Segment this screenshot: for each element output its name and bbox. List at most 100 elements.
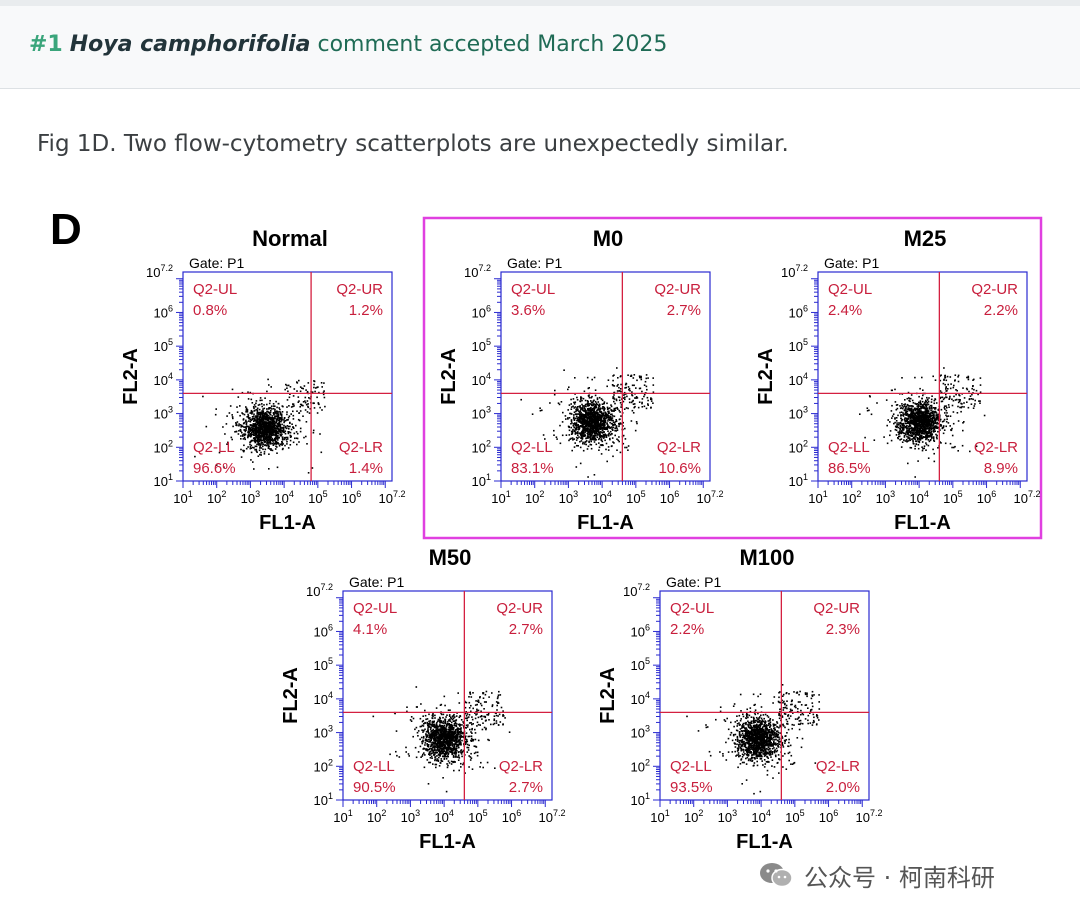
y-tick-label: 107.2 (146, 263, 173, 280)
comment-header: #1 Hoya camphorifolia comment accepted M… (0, 6, 1080, 89)
quadrant-value-lr: 10.6% (658, 460, 701, 477)
quadrant-name-ur: Q2-UR (654, 281, 701, 298)
y-axis-label: FL2-A (755, 348, 777, 405)
quadrant-name-lr: Q2-LR (339, 439, 383, 456)
watermark: 公众号 · 柯南科研 (758, 858, 995, 892)
quadrant-value-lr: 2.0% (826, 779, 860, 796)
highlight-box (422, 216, 1043, 540)
x-tick-label: 104 (751, 808, 770, 825)
y-tick-label: 107.2 (623, 582, 650, 599)
x-tick-label: 106 (342, 489, 361, 506)
quadrant-value-ur: 2.7% (667, 302, 701, 319)
y-tick-label: 107.2 (464, 263, 491, 280)
quadrant-value-ur: 2.7% (509, 621, 543, 638)
quadrant-name-ul: Q2-UL (353, 600, 397, 617)
x-tick-label: 101 (808, 489, 827, 506)
quadrant-value-ll: 96.6% (193, 460, 236, 477)
gate-label: Gate: P1 (189, 255, 244, 271)
quadrant-value-ul: 3.6% (511, 302, 545, 319)
x-tick-label: 104 (274, 489, 293, 506)
y-tick-label: 104 (314, 690, 333, 707)
plot-frame (817, 271, 1028, 482)
plot-title: M25 (904, 226, 947, 251)
y-tick-label: 104 (789, 371, 808, 388)
y-tick-label: 105 (631, 656, 650, 673)
quadrant-value-ur: 1.2% (349, 302, 383, 319)
quadrant-name-ur: Q2-UR (496, 600, 543, 617)
y-tick-label: 101 (472, 472, 491, 489)
x-axis-label: FL1-A (894, 512, 951, 534)
y-tick-label: 103 (789, 405, 808, 422)
x-axis-label: FL1-A (577, 512, 634, 534)
axis-ticks (653, 597, 863, 807)
x-tick-label: 103 (876, 489, 895, 506)
quadrant-name-ll: Q2-LL (511, 439, 553, 456)
y-axis-label: FL2-A (597, 667, 619, 724)
gate-label: Gate: P1 (349, 574, 404, 590)
x-axis-label: FL1-A (419, 831, 476, 853)
y-tick-label: 103 (154, 405, 173, 422)
plot-title: M100 (739, 545, 794, 570)
x-tick-label: 102 (207, 489, 226, 506)
quadrant-name-ul: Q2-UL (670, 600, 714, 617)
y-tick-label: 106 (789, 303, 808, 320)
plot-title: M0 (593, 226, 624, 251)
quadrant-value-lr: 8.9% (984, 460, 1018, 477)
x-axis-label: FL1-A (736, 831, 793, 853)
event-dots (686, 684, 821, 795)
quadrant-value-lr: 1.4% (349, 460, 383, 477)
x-tick-label: 104 (592, 489, 611, 506)
x-tick-label: 107.2 (856, 808, 883, 825)
gate-label: Gate: P1 (507, 255, 562, 271)
y-tick-label: 102 (631, 757, 650, 774)
y-tick-label: 102 (472, 438, 491, 455)
gate-label: Gate: P1 (666, 574, 721, 590)
quadrant-value-lr: 2.7% (509, 779, 543, 796)
event-dots (194, 378, 326, 474)
x-tick-label: 107.2 (1014, 489, 1041, 506)
quadrant-name-ur: Q2-UR (971, 281, 1018, 298)
y-axis-label: FL2-A (120, 348, 142, 405)
y-tick-label: 103 (314, 724, 333, 741)
quadrant-value-ur: 2.3% (826, 621, 860, 638)
y-tick-label: 105 (789, 337, 808, 354)
y-tick-label: 102 (789, 438, 808, 455)
figure-caption: Fig 1D. Two flow-cytometry scatterplots … (37, 131, 789, 157)
y-tick-label: 106 (154, 303, 173, 320)
x-tick-label: 101 (173, 489, 192, 506)
x-tick-label: 103 (559, 489, 578, 506)
x-tick-label: 106 (502, 808, 521, 825)
quadrant-name-ur: Q2-UR (336, 281, 383, 298)
x-tick-label: 103 (401, 808, 420, 825)
plot-frame (500, 271, 711, 482)
x-tick-label: 107.2 (697, 489, 724, 506)
event-dots (520, 367, 655, 478)
x-tick-label: 104 (434, 808, 453, 825)
quadrant-name-ll: Q2-LL (670, 758, 712, 775)
y-tick-label: 106 (314, 622, 333, 639)
gate-label: Gate: P1 (824, 255, 879, 271)
x-tick-label: 101 (333, 808, 352, 825)
x-tick-label: 103 (241, 489, 260, 506)
y-axis-label: FL2-A (280, 667, 302, 724)
quadrant-value-ul: 2.4% (828, 302, 862, 319)
comment-status: comment accepted March 2025 (317, 32, 668, 57)
plot-frame (659, 590, 870, 801)
axis-ticks (494, 278, 704, 488)
species-name[interactable]: Hoya camphorifolia (69, 32, 311, 57)
x-tick-label: 105 (308, 489, 327, 506)
wechat-icon (760, 863, 793, 888)
event-dots (372, 686, 511, 793)
y-tick-label: 105 (314, 656, 333, 673)
quadrant-name-ll: Q2-LL (353, 758, 395, 775)
panel-letter: D (50, 205, 82, 254)
y-tick-label: 105 (154, 337, 173, 354)
y-tick-label: 102 (314, 757, 333, 774)
x-tick-label: 105 (626, 489, 645, 506)
y-tick-label: 105 (472, 337, 491, 354)
y-tick-label: 104 (631, 690, 650, 707)
